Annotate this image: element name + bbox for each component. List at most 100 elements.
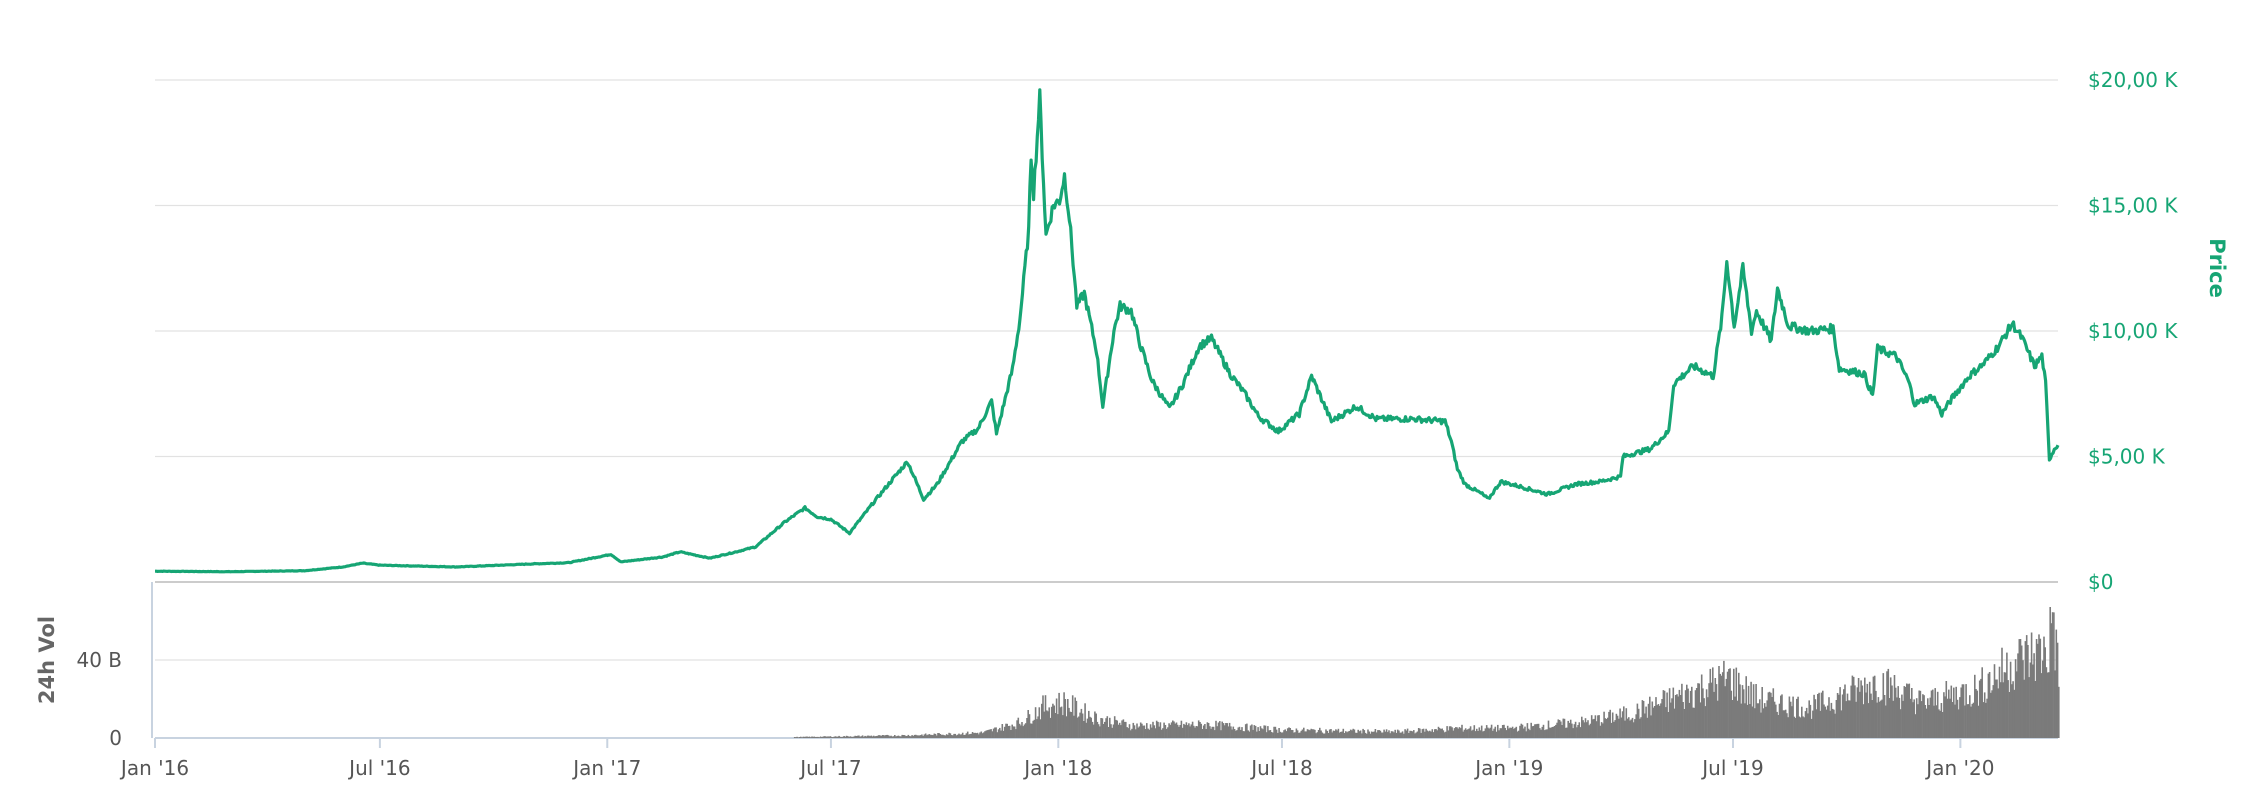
- volume-bar: [1377, 730, 1379, 738]
- volume-bar: [999, 727, 1001, 738]
- volume-bar: [1060, 706, 1063, 738]
- volume-bar: [1121, 720, 1123, 738]
- volume-bar: [1741, 685, 1744, 738]
- volume-bar: [2053, 612, 2055, 738]
- volume-bar: [1347, 731, 1350, 738]
- volume-bar: [1742, 689, 1745, 738]
- volume-bar: [1012, 726, 1015, 738]
- volume-bar: [1739, 684, 1741, 738]
- volume-bar: [1379, 730, 1382, 738]
- volume-bar: [1709, 668, 1712, 738]
- volume-bar: [1349, 729, 1352, 738]
- volume-bar: [1394, 729, 1396, 738]
- volume-bar: [955, 735, 958, 738]
- volume-bar: [939, 734, 942, 738]
- volume-bar: [1693, 707, 1696, 738]
- volume-bar: [1725, 678, 1728, 738]
- volume-bar: [1683, 709, 1686, 738]
- volume-bar: [1367, 729, 1369, 738]
- volume-bar: [1571, 723, 1573, 738]
- volume-bar: [1485, 725, 1488, 738]
- volume-bar: [1904, 686, 1907, 738]
- volume-bar: [1314, 729, 1316, 738]
- volume-bar: [1755, 684, 1757, 738]
- volume-bar: [1162, 728, 1164, 738]
- volume-bar: [2002, 682, 2004, 738]
- volume-bar: [1310, 728, 1312, 738]
- volume-bar: [1115, 719, 1117, 738]
- volume-bar: [1957, 709, 1960, 738]
- volume-bar: [824, 736, 827, 738]
- volume-bar: [1607, 717, 1609, 738]
- volume-bar: [1924, 705, 1927, 738]
- volume-bar: [1342, 728, 1345, 738]
- volume-bar: [1978, 680, 1981, 738]
- volume-bar: [1578, 722, 1581, 738]
- volume-bar: [1844, 684, 1846, 738]
- volume-bar: [875, 736, 877, 738]
- volume-bar: [1123, 721, 1126, 738]
- volume-bar: [2029, 662, 2032, 738]
- volume-bar: [1204, 724, 1206, 738]
- volume-bar: [839, 736, 842, 738]
- volume-bar: [927, 734, 929, 738]
- volume-bar: [949, 733, 952, 738]
- volume-bar: [1080, 708, 1083, 738]
- volume-bar: [1927, 698, 1929, 738]
- volume-bar: [948, 732, 950, 738]
- volume-bar: [911, 735, 913, 738]
- volume-bar: [1726, 671, 1729, 738]
- volume-bar: [1332, 730, 1335, 738]
- volume-bar: [1770, 692, 1772, 738]
- volume-bar: [992, 728, 995, 738]
- volume-bar: [1997, 688, 1999, 738]
- volume-bar: [1425, 728, 1427, 738]
- volume-bar: [1508, 728, 1510, 738]
- volume-bar: [1320, 730, 1322, 738]
- volume-bar: [984, 731, 986, 738]
- volume-bar: [1153, 725, 1156, 738]
- volume-bar: [1640, 717, 1642, 738]
- volume-bar: [1815, 709, 1818, 738]
- volume-bar: [1363, 730, 1366, 738]
- volume-bar: [1037, 716, 1039, 738]
- volume-bar: [1049, 717, 1052, 738]
- volume-bar: [1147, 728, 1149, 738]
- volume-bar: [1299, 732, 1301, 738]
- volume-bar: [1282, 732, 1284, 738]
- volume-bar: [986, 730, 989, 738]
- volume-bar: [1328, 729, 1331, 738]
- volume-bar: [982, 732, 985, 738]
- volume-bar: [1426, 730, 1429, 738]
- volume-bar: [2049, 607, 2051, 738]
- volume-bar: [1017, 717, 1020, 738]
- volume-bar: [1493, 728, 1495, 738]
- volume-bar: [1228, 722, 1231, 738]
- volume-bar: [1650, 715, 1652, 738]
- volume-bar: [797, 737, 800, 738]
- volume-bar: [859, 736, 861, 738]
- volume-bar: [1628, 717, 1630, 738]
- volume-bar: [1949, 698, 1951, 738]
- volume-bar: [1903, 686, 1906, 738]
- volume-bar: [916, 735, 918, 738]
- volume-bar: [1922, 694, 1924, 738]
- volume-bar: [1389, 733, 1392, 738]
- volume-bar: [1089, 716, 1091, 738]
- volume-bar: [1236, 730, 1238, 738]
- volume-bar: [1911, 688, 1913, 738]
- volume-bar: [1556, 722, 1558, 738]
- volume-bar: [1566, 727, 1568, 738]
- volume-bar: [818, 737, 821, 738]
- volume-bar: [861, 735, 864, 738]
- volume-bar: [1368, 731, 1371, 738]
- volume-bar: [1435, 729, 1437, 738]
- volume-bar: [1301, 729, 1304, 738]
- volume-bar: [1600, 722, 1603, 738]
- volume-bar: [1241, 727, 1243, 738]
- volume-bar: [805, 736, 807, 738]
- volume-bar: [1835, 700, 1838, 738]
- volume-bar: [1219, 721, 1221, 738]
- volume-bar: [1256, 731, 1258, 738]
- volume-bar: [1934, 688, 1936, 738]
